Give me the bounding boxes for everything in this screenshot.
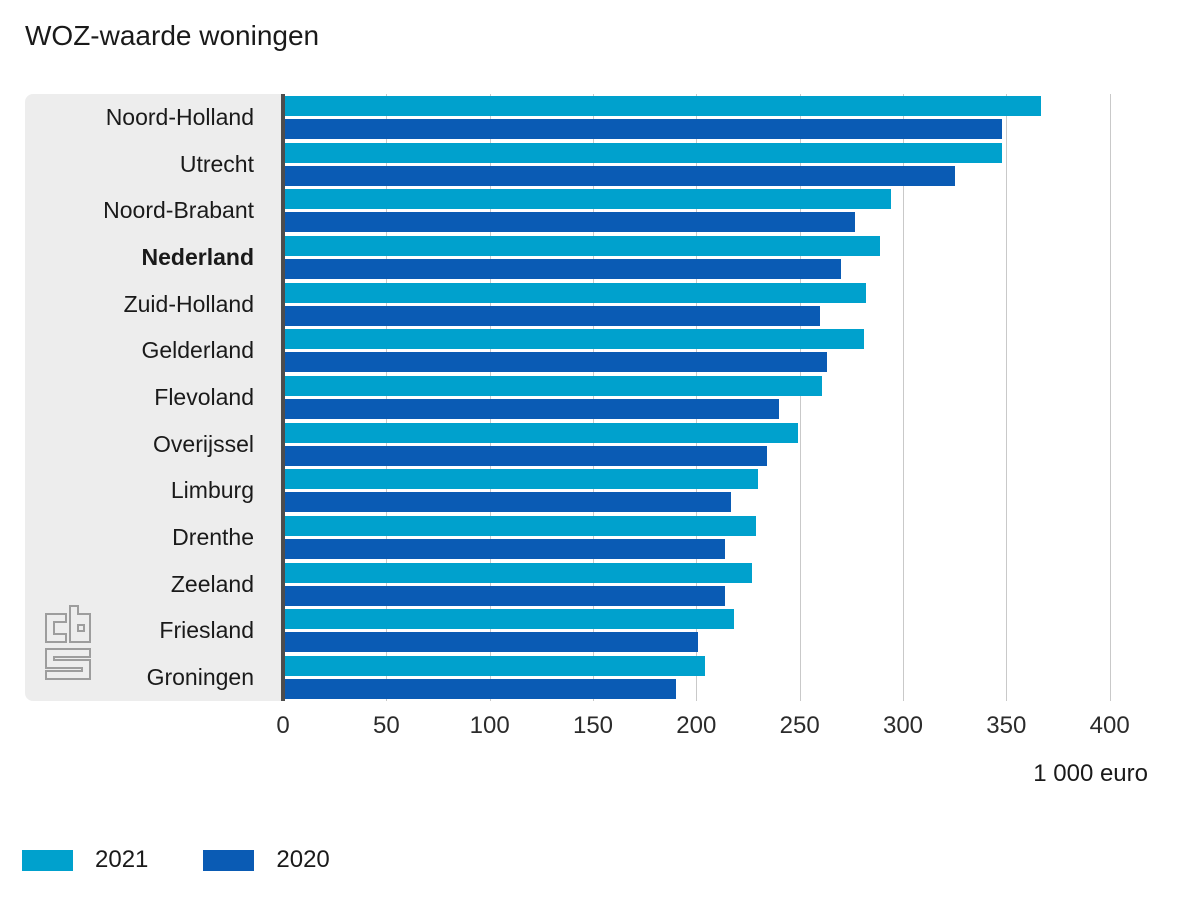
bar-2020 [283, 398, 779, 419]
category-label: Gelderland [141, 337, 254, 364]
bar-2021 [283, 516, 757, 537]
bar-group [283, 141, 1151, 188]
gridline-400 [1109, 94, 1111, 701]
legend-swatch-2020 [203, 849, 255, 871]
bar-group [283, 187, 1151, 234]
bar-2021 [283, 609, 734, 630]
bar-2020 [283, 492, 732, 513]
bar-2020 [283, 165, 955, 186]
gridline-250 [799, 94, 801, 701]
chart-legend: 2021 2020 [22, 846, 385, 874]
category-label: Zuid-Holland [123, 290, 254, 317]
x-tick-label-300: 300 [882, 712, 924, 739]
gridline-350 [1006, 94, 1008, 701]
cbs-logo-icon [45, 605, 91, 680]
category-label-panel: Noord-Holland Utrecht Noord-Brabant Nederla… [25, 94, 281, 701]
bar-group [283, 608, 1151, 655]
bar-group [283, 327, 1151, 374]
bar-2020 [283, 118, 1003, 139]
gridline-150 [593, 94, 594, 701]
bar-2020 [283, 632, 699, 653]
x-tick-label-400: 400 [1089, 712, 1130, 739]
gridline-200 [696, 94, 698, 701]
bar-group [283, 514, 1151, 561]
x-tick-label-0: 0 [276, 712, 290, 739]
bar-group [283, 654, 1151, 701]
x-tick-label-250: 250 [779, 712, 820, 739]
bar-2020 [283, 305, 821, 326]
category-label: Groningen [146, 664, 254, 691]
gridline-100 [489, 94, 491, 701]
bar-2020 [283, 352, 827, 373]
x-axis-zero-line [281, 94, 285, 701]
x-axis-unit-label: 1 000 euro [1033, 760, 1148, 787]
bar-group [283, 234, 1151, 281]
plot-area [283, 94, 1151, 701]
bar-2020 [283, 539, 726, 560]
gridline-300 [903, 94, 904, 701]
category-label: Noord-Holland [105, 103, 254, 130]
bar-2021 [283, 235, 881, 256]
bar-2021 [283, 282, 866, 303]
bar-2020 [283, 258, 841, 279]
bar-2020 [283, 679, 676, 700]
bar-group [283, 374, 1151, 421]
category-label: Limburg [170, 477, 254, 504]
bar-group [283, 281, 1151, 328]
bar-2021 [283, 329, 864, 350]
bar-2020 [283, 212, 856, 233]
gridline-50 [386, 94, 388, 701]
category-label: Friesland [159, 617, 254, 644]
x-tick-label-150: 150 [572, 712, 614, 739]
bar-2021 [283, 469, 759, 490]
bar-group [283, 94, 1151, 141]
bar-2021 [283, 422, 798, 443]
x-tick-label-100: 100 [469, 712, 510, 739]
category-label: Zeeland [170, 570, 254, 597]
bar-2021 [283, 375, 823, 396]
x-axis-ticks: 0 50 100 150 200 250 300 350 400 [276, 712, 1151, 744]
category-label: Drenthe [172, 524, 254, 551]
bar-2021 [283, 142, 1003, 163]
bar-group [283, 468, 1151, 515]
bar-2021 [283, 95, 1042, 116]
bar-2020 [283, 445, 767, 466]
category-label: Overijssel [153, 430, 254, 457]
bar-2021 [283, 656, 705, 677]
category-labels: Noord-Holland Utrecht Noord-Brabant Nederla… [25, 94, 281, 701]
x-tick-label-50: 50 [372, 712, 400, 739]
category-label: Flevoland [154, 383, 254, 410]
legend-item-2021[interactable]: 2021 [22, 846, 148, 874]
bar-2021 [283, 189, 891, 210]
legend-swatch-2021 [22, 849, 73, 871]
bar-2020 [283, 585, 726, 606]
category-label: Utrecht [179, 150, 254, 177]
legend-label: 2021 [95, 846, 149, 873]
category-label: Nederland [141, 243, 254, 270]
chart-title: WOZ-waarde woningen [25, 20, 320, 51]
legend-label: 2020 [276, 846, 330, 873]
x-tick-label-350: 350 [986, 712, 1027, 739]
legend-item-2020[interactable]: 2020 [203, 846, 330, 874]
bar-group [283, 561, 1151, 608]
x-tick-label-200: 200 [676, 712, 717, 739]
bar-2021 [283, 562, 753, 583]
bar-group [283, 421, 1151, 468]
bar-rows [283, 94, 1151, 701]
category-label: Noord-Brabant [103, 197, 254, 224]
